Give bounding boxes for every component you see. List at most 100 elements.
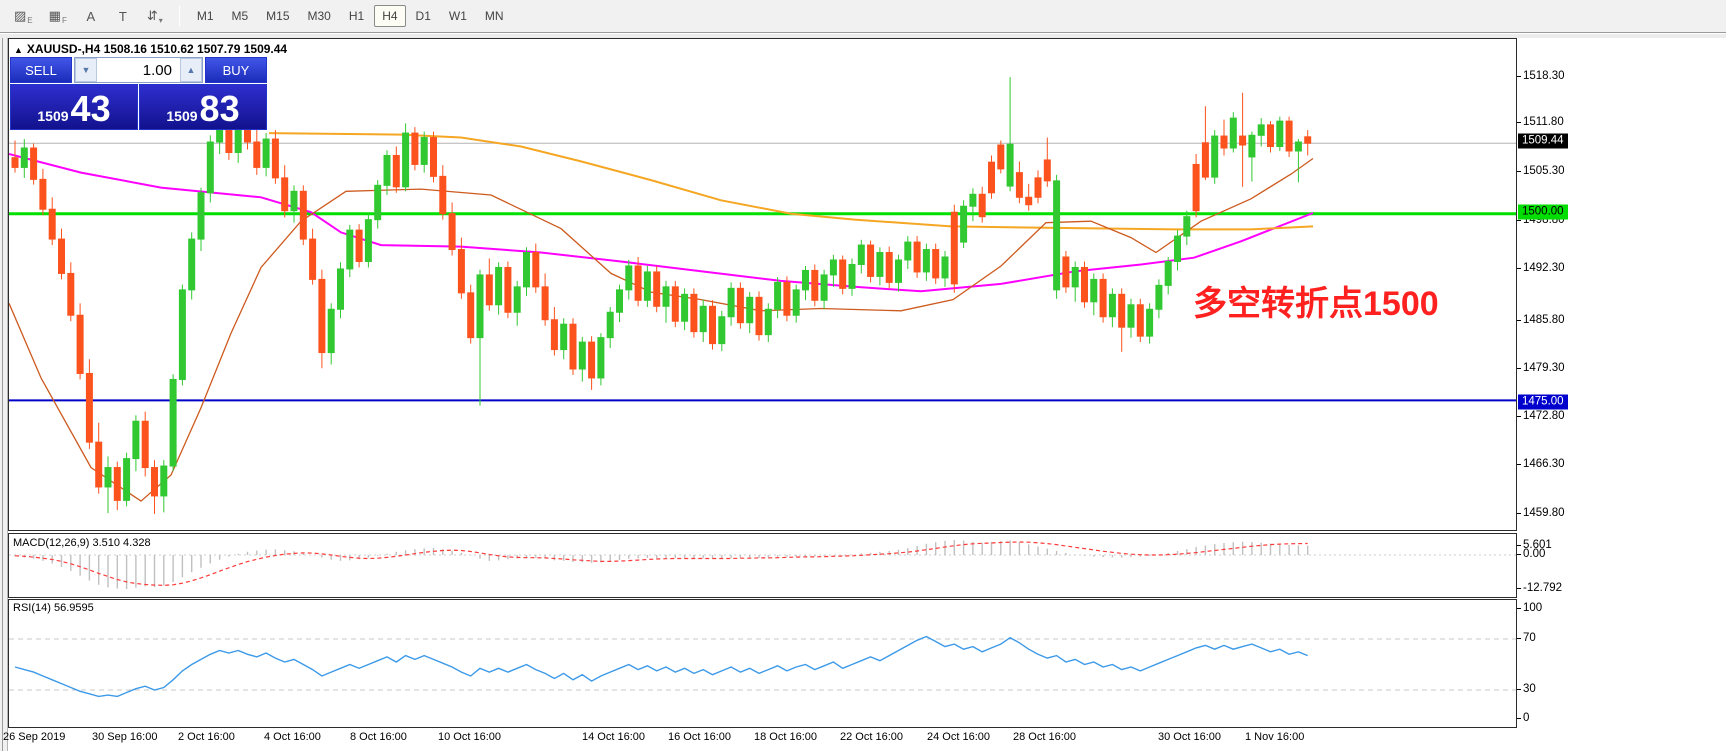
candle-body: [402, 132, 410, 188]
candle-body: [11, 157, 19, 168]
rsi-label: RSI(14) 56.9595: [13, 602, 94, 614]
sell-price-whole: 1509: [37, 108, 69, 124]
candle-body: [411, 132, 419, 165]
macd-axis-label: -12.792: [1523, 582, 1563, 594]
candle-body: [1025, 196, 1033, 206]
candle-body: [309, 238, 317, 280]
candle-body: [950, 211, 958, 285]
timeframe-button-M5[interactable]: M5: [231, 9, 249, 23]
axis-tick: [1517, 416, 1521, 417]
candle-body: [541, 286, 549, 321]
text-box-icon[interactable]: T: [118, 8, 127, 24]
candle-body: [1034, 177, 1042, 198]
candle-body: [151, 467, 158, 497]
timeframe-button-H4[interactable]: H4: [374, 5, 406, 27]
candle-body: [634, 265, 642, 301]
buy-button[interactable]: BUY: [205, 57, 267, 83]
candle-body: [922, 249, 930, 273]
indicators-icon[interactable]: ▨ E: [14, 8, 33, 25]
candle-body: [792, 289, 800, 316]
date-axis-label: 10 Oct 16:00: [438, 731, 501, 743]
price-badge-1475.00: 1475.00: [1518, 394, 1568, 410]
macd-signal-line: [14, 541, 1308, 586]
timeframe-button-M30[interactable]: M30: [307, 9, 331, 23]
candle-body: [597, 337, 605, 379]
grid-icon[interactable]: ▦ F: [48, 8, 67, 25]
candle-body: [699, 305, 707, 333]
timeframe-button-W1[interactable]: W1: [448, 9, 467, 23]
candle-body: [960, 205, 968, 243]
sell-button[interactable]: SELL: [10, 57, 72, 83]
date-axis-label: 4 Oct 16:00: [264, 731, 321, 743]
candle-body: [718, 316, 726, 345]
symbol-ohlc-text: XAUUSD-,H4 1508.16 1510.62 1507.79 1509.…: [26, 42, 288, 56]
candle-body: [876, 252, 884, 277]
timeframe-button-H1[interactable]: H1: [348, 9, 365, 23]
candle-body: [829, 259, 837, 276]
candlestick-chart[interactable]: [9, 39, 1516, 530]
date-axis-label: 2 Oct 16:00: [178, 731, 235, 743]
date-axis-label: 14 Oct 16:00: [582, 731, 645, 743]
candle-body: [662, 286, 670, 307]
text-label-icon[interactable]: A: [86, 8, 96, 24]
candle-body: [262, 138, 270, 168]
candle-body: [1211, 135, 1219, 178]
candle-body: [383, 154, 391, 186]
candle-body: [616, 289, 623, 313]
rsi-panel[interactable]: [8, 599, 1517, 728]
date-axis-label: 8 Oct 16:00: [350, 731, 407, 743]
axis-tick: [1517, 638, 1521, 639]
volume-increase-button[interactable]: ▲: [180, 58, 202, 82]
price-badge-1509.44: 1509.44: [1518, 133, 1568, 149]
candle-body: [904, 241, 912, 261]
candle-body: [913, 241, 921, 273]
axis-tick: [1517, 545, 1521, 546]
timeframe-button-D1[interactable]: D1: [415, 9, 431, 23]
axis-tick: [1517, 171, 1521, 172]
volume-decrease-button[interactable]: ▼: [75, 58, 97, 82]
arrange-icon[interactable]: ⇵ ▾: [146, 8, 163, 25]
candle-body: [1285, 120, 1293, 152]
buy-price-box[interactable]: 1509 83: [139, 84, 267, 130]
timeframe-button-MN[interactable]: MN: [484, 9, 504, 23]
candle-body: [941, 256, 949, 279]
sell-price-box[interactable]: 1509 43: [10, 84, 138, 130]
volume-input[interactable]: 1.00: [142, 61, 172, 79]
timeframe-button-M1[interactable]: M1: [196, 9, 214, 23]
macd-axis-label: 0.00: [1523, 548, 1546, 560]
axis-tick: [1517, 588, 1521, 589]
one-click-trade-panel: SELL ▼ 1.00 ▲ BUY 1509 43 1509 83: [10, 57, 267, 130]
candle-body: [495, 266, 503, 306]
candle-body: [206, 141, 214, 194]
candle-body: [1267, 124, 1274, 148]
axis-tick: [1517, 268, 1521, 269]
date-axis-label: 28 Oct 16:00: [1013, 731, 1076, 743]
price-axis-label: 1492.30: [1523, 262, 1565, 274]
candle-body: [802, 269, 809, 291]
candle-body: [1174, 235, 1181, 262]
rsi-axis-label: 100: [1523, 602, 1543, 614]
collapse-arrow-icon[interactable]: ▲: [14, 45, 23, 55]
ma-fast-line: [9, 157, 1314, 502]
buy-price-pips: 83: [199, 88, 240, 129]
date-axis-label: 22 Oct 16:00: [840, 731, 903, 743]
candle-body: [746, 296, 754, 324]
macd-panel[interactable]: [8, 533, 1517, 598]
price-axis-label: 1511.80: [1523, 116, 1564, 128]
price-axis-label: 1472.80: [1523, 410, 1565, 422]
candle-body: [457, 249, 465, 294]
candle-body: [1201, 142, 1209, 178]
candle-body: [988, 161, 995, 194]
timeframe-button-M15[interactable]: M15: [266, 9, 290, 23]
axis-tick: [1517, 464, 1521, 465]
candle-body: [1248, 134, 1256, 158]
candle-body: [271, 138, 279, 179]
date-axis-label: 30 Sep 16:00: [92, 731, 158, 743]
candle-body: [532, 252, 540, 288]
candle-body: [755, 296, 763, 336]
candle-body: [1071, 266, 1079, 288]
date-axis-label: 26 Sep 2019: [3, 731, 66, 743]
candle-body: [643, 271, 651, 301]
candle-body: [1164, 260, 1172, 286]
candle-body: [197, 192, 205, 240]
